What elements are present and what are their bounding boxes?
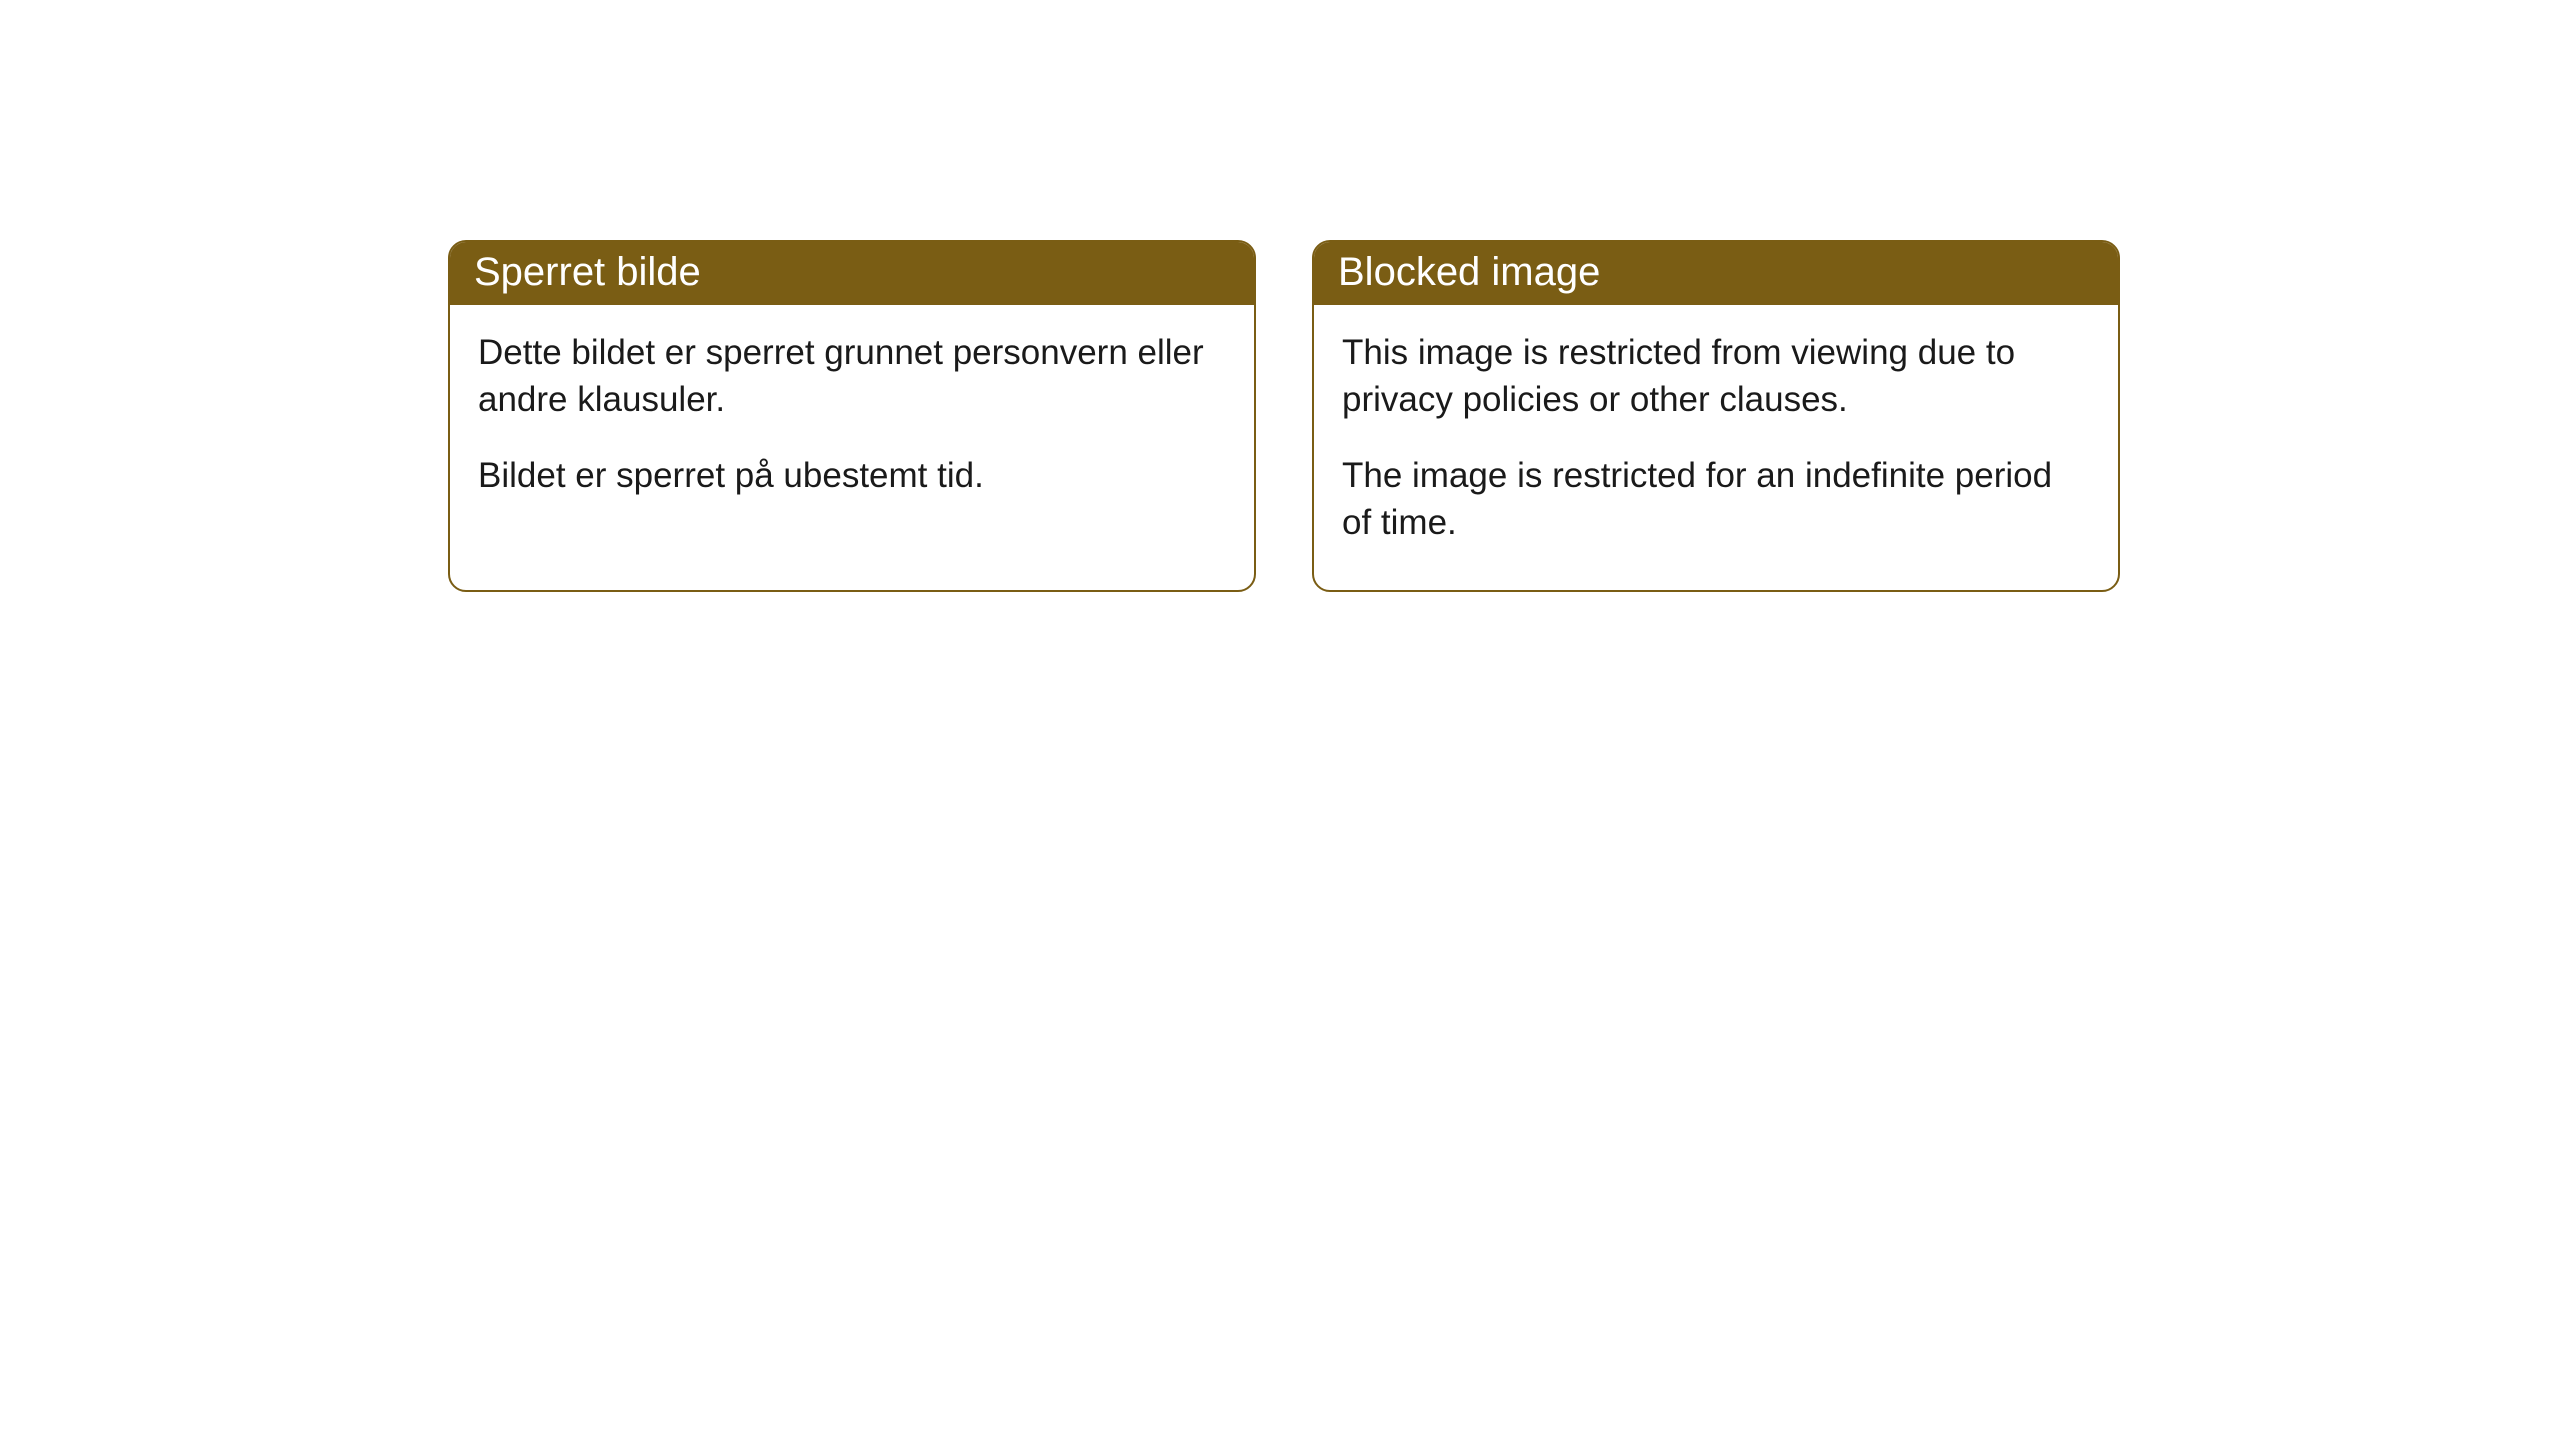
notice-paragraph: Dette bildet er sperret grunnet personve… [478,329,1226,424]
notice-container: Sperret bilde Dette bildet er sperret gr… [0,0,2560,592]
card-header: Sperret bilde [450,242,1254,305]
notice-paragraph: This image is restricted from viewing du… [1342,329,2090,424]
card-body: This image is restricted from viewing du… [1314,305,2118,590]
notice-paragraph: The image is restricted for an indefinit… [1342,452,2090,547]
notice-card-norwegian: Sperret bilde Dette bildet er sperret gr… [448,240,1256,592]
card-header: Blocked image [1314,242,2118,305]
notice-card-english: Blocked image This image is restricted f… [1312,240,2120,592]
card-body: Dette bildet er sperret grunnet personve… [450,305,1254,543]
notice-paragraph: Bildet er sperret på ubestemt tid. [478,452,1226,499]
